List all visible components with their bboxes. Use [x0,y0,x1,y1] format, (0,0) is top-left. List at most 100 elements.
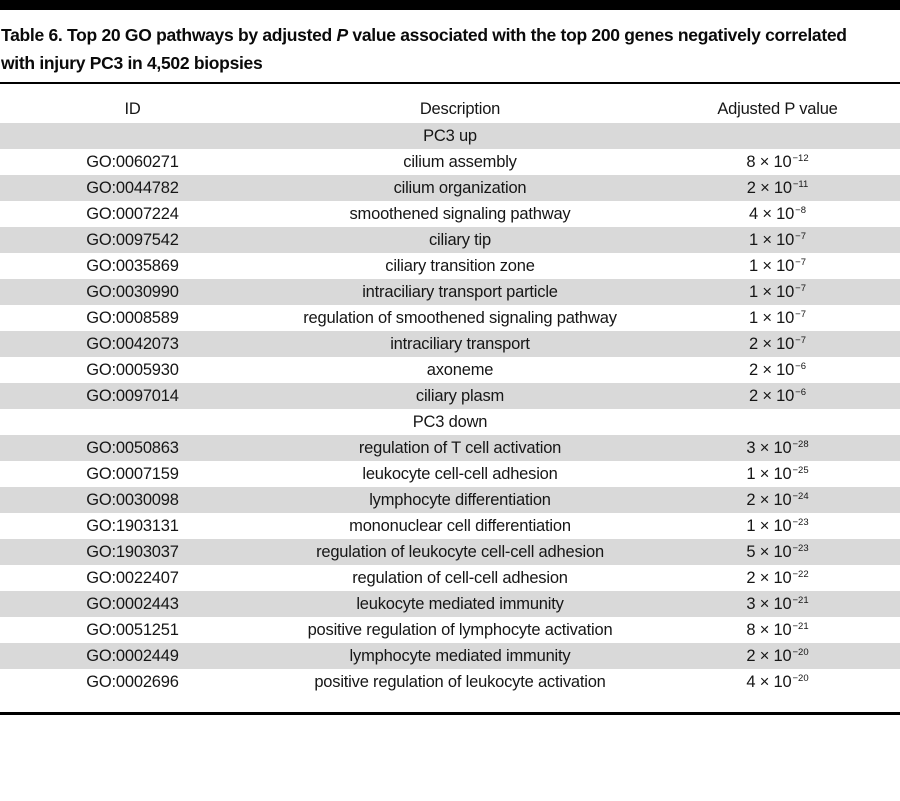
pvalue-exponent: −7 [795,309,806,320]
go-id-cell: GO:0042073 [86,334,179,353]
pvalue-cell: 2 × 10−7 [655,331,900,357]
go-id-cell: GO:0030990 [86,282,179,301]
pvalue-cell: 4 × 10−8 [655,201,900,227]
pvalue-exponent: −24 [792,491,809,502]
pvalue-base: 3 × 10 [746,438,792,457]
go-id-cell: GO:0051251 [86,620,179,639]
pvalue-cell: 2 × 10−6 [655,357,900,383]
go-id-cell: GO:0030098 [86,490,179,509]
go-id-cell: GO:0007159 [86,464,179,483]
pvalue-exponent: −7 [795,257,806,268]
pvalue-cell: 2 × 10−24 [655,487,900,513]
table-row: GO:0042073 intraciliary transport 2 × 10… [0,331,900,357]
description-cell: regulation of smoothened signaling pathw… [303,308,617,327]
description-cell: regulation of cell-cell adhesion [352,568,568,587]
pvalue-cell: 1 × 10−23 [655,513,900,539]
pvalue-base: 1 × 10 [746,516,792,535]
description-cell: intraciliary transport [390,334,530,353]
title-rule [0,82,900,84]
description-cell: leukocyte mediated immunity [356,594,564,613]
pvalue-exponent: −7 [795,231,806,242]
table-row: GO:0097014 ciliary plasm 2 × 10−6 [0,383,900,409]
table-row: GO:0002449 lymphocyte mediated immunity … [0,643,900,669]
pvalue-cell: 2 × 10−6 [655,383,900,409]
table-row: GO:0008589 regulation of smoothened sign… [0,305,900,331]
pvalue-base: 2 × 10 [746,178,792,197]
pvalue-exponent: −21 [792,595,809,606]
section-label: PC3 up [423,126,477,145]
go-id-cell: GO:0007224 [86,204,179,223]
pvalue-cell: 8 × 10−12 [655,149,900,175]
table-row: GO:1903131 mononuclear cell differentiat… [0,513,900,539]
table-title-line1: Table 6. Top 20 GO pathways by adjusted … [1,21,900,49]
table-row: GO:0030990 intraciliary transport partic… [0,279,900,305]
table-row: GO:1903037 regulation of leukocyte cell-… [0,539,900,565]
col-header-id: ID [124,100,141,118]
pvalue-cell: 1 × 10−7 [655,253,900,279]
title-text-pre: Table 6. Top 20 GO pathways by adjusted [1,25,337,45]
table-row: GO:0007224 smoothened signaling pathway … [0,201,900,227]
pvalue-exponent: −25 [792,465,809,476]
title-text-post: value associated with the top 200 genes … [347,25,847,45]
go-pathways-table: ID Description Adjusted P value PC3 up G… [0,96,900,695]
description-cell: cilium assembly [403,152,517,171]
table-row: GO:0022407 regulation of cell-cell adhes… [0,565,900,591]
section-header-row: PC3 up [0,123,900,149]
header-row: ID Description Adjusted P value [0,96,900,123]
go-id-cell: GO:0060271 [86,152,179,171]
pvalue-base: 5 × 10 [746,542,792,561]
table-row: GO:0044782 cilium organization 2 × 10−11 [0,175,900,201]
pvalue-cell: 1 × 10−25 [655,461,900,487]
table-row: GO:0007159 leukocyte cell-cell adhesion … [0,461,900,487]
pvalue-base: 2 × 10 [746,490,792,509]
pvalue-exponent: −6 [795,387,806,398]
pvalue-exponent: −21 [792,621,809,632]
description-cell: regulation of leukocyte cell-cell adhesi… [316,542,604,561]
table-row: GO:0002696 positive regulation of leukoc… [0,669,900,695]
description-cell: cilium organization [393,178,527,197]
table-row: GO:0035869 ciliary transition zone 1 × 1… [0,253,900,279]
table-row: GO:0030098 lymphocyte differentiation 2 … [0,487,900,513]
pvalue-exponent: −7 [795,283,806,294]
description-cell: regulation of T cell activation [358,438,562,457]
pvalue-exponent: −8 [795,205,806,216]
go-id-cell: GO:0050863 [86,438,179,457]
go-id-cell: GO:0002449 [86,646,179,665]
table-title: Table 6. Top 20 GO pathways by adjusted … [1,21,900,77]
pvalue-base: 4 × 10 [749,204,795,223]
pvalue-exponent: −11 [792,179,809,190]
pvalue-exponent: −12 [792,153,809,164]
description-cell: ciliary transition zone [385,256,535,275]
pvalue-base: 2 × 10 [746,568,792,587]
go-id-cell: GO:1903131 [86,516,179,535]
table-row: GO:0005930 axoneme 2 × 10−6 [0,357,900,383]
bottom-rule [0,712,900,715]
description-cell: axoneme [426,360,494,379]
description-cell: mononuclear cell differentiation [349,516,571,535]
description-cell: smoothened signaling pathway [349,204,571,223]
pvalue-exponent: −20 [792,673,809,684]
pvalue-cell: 2 × 10−22 [655,565,900,591]
pvalue-cell: 4 × 10−20 [655,669,900,695]
top-rule-thick [0,0,900,10]
title-italic-p: P [336,25,349,45]
table-row: GO:0050863 regulation of T cell activati… [0,435,900,461]
description-cell: positive regulation of leukocyte activat… [314,672,606,691]
pvalue-exponent: −20 [792,647,809,658]
pvalue-exponent: −22 [792,569,809,580]
pvalue-cell: 1 × 10−7 [655,279,900,305]
pvalue-base: 2 × 10 [746,646,792,665]
go-id-cell: GO:0005930 [86,360,179,379]
pvalue-base: 2 × 10 [749,386,795,405]
table-title-line2: with injury PC3 in 4,502 biopsies [1,53,263,73]
table-row: GO:0097542 ciliary tip 1 × 10−7 [0,227,900,253]
go-id-cell: GO:0022407 [86,568,179,587]
pvalue-exponent: −6 [795,361,806,372]
pvalue-base: 8 × 10 [746,152,792,171]
go-id-cell: GO:0002696 [86,672,179,691]
description-cell: positive regulation of lymphocyte activa… [307,620,613,639]
pvalue-base: 1 × 10 [749,282,795,301]
section-label: PC3 down [412,412,488,431]
pvalue-base: 2 × 10 [749,334,795,353]
